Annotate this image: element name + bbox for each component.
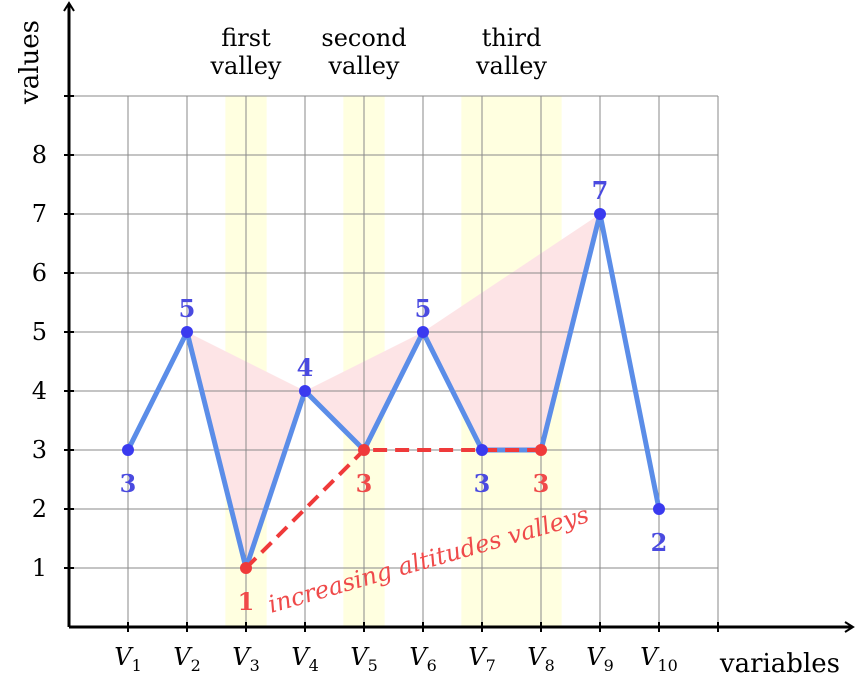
valley-title-line1: first	[221, 24, 271, 52]
y-tick-label: 6	[32, 259, 47, 287]
data-label: 7	[592, 176, 609, 205]
data-points	[122, 208, 665, 574]
series-line	[125, 211, 662, 571]
y-axis-title: values	[15, 20, 45, 105]
x-tick-label: V8	[527, 643, 555, 675]
grid	[69, 95, 719, 627]
data-label: 1	[238, 587, 255, 616]
y-tick-label: 5	[32, 318, 47, 346]
data-point	[417, 326, 429, 338]
y-tick-label: 2	[32, 495, 47, 523]
valley-title-line2: valley	[210, 52, 282, 80]
series	[125, 211, 662, 571]
x-tick-label: V4	[291, 643, 319, 675]
y-tick-label: 7	[32, 200, 47, 228]
y-tick-labels: 1 2 3 4 5 6 7 8	[32, 141, 47, 582]
x-tick-label: V1	[114, 643, 142, 675]
x-tick-label: V9	[586, 643, 614, 675]
data-point	[181, 326, 193, 338]
x-tick-label: V5	[350, 643, 378, 675]
data-label: 5	[415, 294, 432, 323]
data-point	[476, 444, 488, 456]
data-label: 3	[120, 469, 137, 498]
x-tick-label: V2	[173, 643, 201, 675]
valley-title-line1: third	[482, 24, 542, 52]
data-label: 3	[474, 469, 491, 498]
valley-title-line1: second	[321, 24, 406, 52]
data-label: 4	[297, 353, 314, 382]
highlighted-point	[358, 444, 370, 456]
data-point	[594, 208, 606, 220]
axes	[63, 1, 855, 633]
x-tick-labels: V1 V2 V3 V4 V5 V6 V7 V8 V9 V10	[114, 643, 678, 675]
data-point	[122, 444, 134, 456]
x-tick-label: V6	[409, 643, 437, 675]
data-label: 2	[651, 528, 668, 557]
valley-title-line2: valley	[475, 52, 547, 80]
y-tick-label: 3	[32, 436, 47, 464]
x-tick-label: V10	[640, 643, 678, 675]
data-label: 5	[179, 294, 196, 323]
y-tick-label: 8	[32, 141, 47, 169]
y-tick-label: 1	[32, 554, 47, 582]
y-tick-label: 4	[32, 377, 47, 405]
x-axis-title: variables	[719, 649, 840, 679]
data-label: 3	[533, 469, 550, 498]
x-tick-label: V3	[232, 643, 260, 675]
highlighted-point	[535, 444, 547, 456]
valley-title-line2: valley	[328, 52, 400, 80]
data-labels: 3 5 1 4 3 5 3 3 7 2	[120, 176, 668, 616]
data-point	[299, 385, 311, 397]
x-tick-label: V7	[468, 643, 496, 675]
data-point	[653, 503, 665, 515]
highlighted-point	[240, 562, 252, 574]
data-label: 3	[356, 469, 373, 498]
